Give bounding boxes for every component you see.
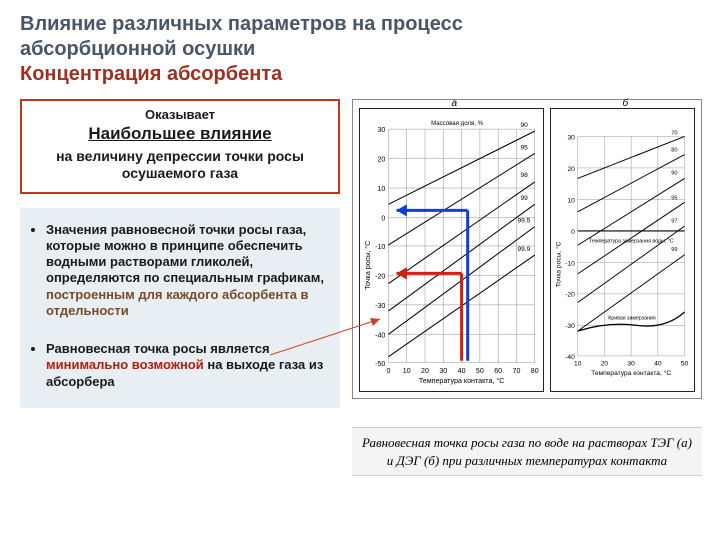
svg-text:-20: -20 [375,272,385,280]
svg-text:90: 90 [521,122,529,129]
title-line3: Концентрация абсорбента [20,62,700,87]
svg-text:98: 98 [521,172,529,179]
note-freeze-water: Температура замерзания воды, °С [589,238,674,244]
svg-text:60: 60 [494,367,502,375]
chart-panel-b: б [550,108,695,392]
panel-letter-b: б [622,98,628,109]
series-top-label: Массовая доля, % [431,120,484,127]
svg-text:95: 95 [521,144,529,151]
list-item: Равновесная точка росы является минималь… [46,341,330,390]
list-item: Значения равновесной точки росы газа, ко… [46,222,330,320]
svg-text:30: 30 [567,134,575,141]
svg-text:50: 50 [681,360,689,367]
svg-text:99.5: 99.5 [517,218,530,225]
slide-title: Влияние различных параметров на процесс … [0,0,720,93]
svg-text:10: 10 [574,360,582,367]
svg-text:-10: -10 [565,260,575,267]
svg-text:97: 97 [671,218,677,224]
svg-text:-40: -40 [375,331,385,339]
x-axis-label: Температура контакта, °С [419,377,504,385]
svg-text:99: 99 [521,195,529,202]
panel-letter-a: а [451,98,457,109]
svg-text:-30: -30 [375,302,385,310]
right-column: а [352,99,702,476]
y-axis-label: Точка росы, °С [364,241,372,290]
svg-text:99.9: 99.9 [517,246,530,253]
svg-text:50: 50 [476,367,484,375]
svg-text:95: 95 [671,195,677,201]
svg-text:10: 10 [377,185,385,193]
svg-text:20: 20 [421,367,429,375]
emphasis-main: Наибольшее влияние [32,124,328,144]
chart-b-svg: 302010 0-10-20 -30-40 102030 4050 708090… [551,109,694,391]
svg-text:-10: -10 [375,243,385,251]
svg-text:40: 40 [654,360,662,367]
svg-text:10: 10 [403,367,411,375]
chart-container: а [352,99,702,399]
svg-text:70: 70 [512,367,520,375]
svg-text:20: 20 [567,166,575,173]
bullet-list: Значения равновесной точки росы газа, ко… [20,208,340,408]
emphasis-pre: Оказывает [32,107,328,122]
svg-text:0: 0 [381,215,385,223]
bullet-highlight: минимально возможной [46,357,204,372]
svg-text:30: 30 [377,126,385,134]
svg-text:30: 30 [627,360,635,367]
bullet-text: Равновесная точка росы является [46,341,270,356]
bullet-text: Значения равновесной точки росы газа, ко… [46,222,324,286]
chart-a-svg: 30 20 10 0 -10 -20 -30 -40 -50 0 10 20 30 40 50 60… [360,109,543,391]
x-axis-label: Температура контакта, °С [591,369,671,377]
svg-text:0: 0 [386,367,390,375]
note-freeze-curve: Кривая замерзания [608,316,656,322]
emphasis-post: на величину депрессии точки росы осушаем… [32,148,328,182]
svg-text:10: 10 [567,197,575,204]
y-axis-label: Точка росы, °С [554,241,562,287]
svg-text:80: 80 [671,148,677,154]
svg-text:20: 20 [601,360,609,367]
svg-text:40: 40 [458,367,466,375]
left-column: Оказывает Наибольшее влияние на величину… [20,99,340,476]
svg-text:70: 70 [671,131,677,137]
bullet-highlight: построенным для каждого абсорбента в отд… [46,287,309,318]
svg-text:-50: -50 [375,360,385,368]
svg-text:99: 99 [671,247,677,253]
svg-text:90: 90 [671,171,677,177]
svg-text:0: 0 [571,229,575,236]
title-line2: абсорбционной осушки [20,37,700,62]
chart-panel-a: а [359,108,544,392]
svg-text:30: 30 [439,367,447,375]
svg-text:80: 80 [531,367,539,375]
svg-text:-20: -20 [565,292,575,299]
svg-text:20: 20 [377,156,385,164]
title-line1: Влияние различных параметров на процесс [20,12,700,37]
chart-caption: Равновесная точка росы газа по воде на р… [352,427,702,476]
svg-text:-30: -30 [565,323,575,330]
emphasis-box: Оказывает Наибольшее влияние на величину… [20,99,340,194]
